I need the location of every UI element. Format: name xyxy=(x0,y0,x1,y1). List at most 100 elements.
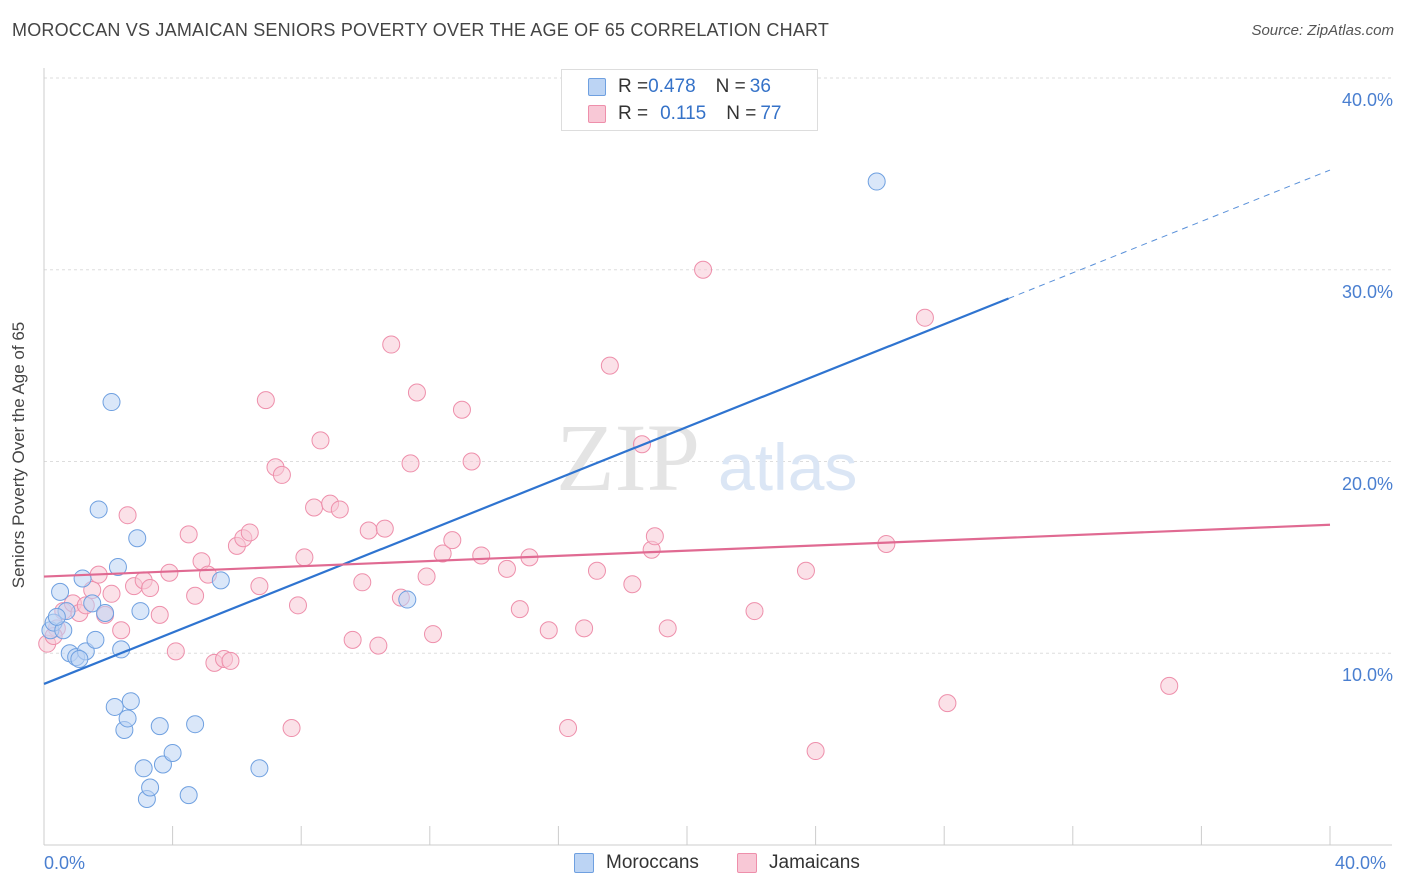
point-jamaicans xyxy=(375,519,394,538)
point-jamaicans xyxy=(497,559,516,578)
point-moroccans xyxy=(128,529,147,548)
point-jamaicans xyxy=(330,500,349,519)
point-moroccans xyxy=(89,500,108,519)
point-jamaicans xyxy=(401,454,420,473)
point-moroccans xyxy=(153,755,172,774)
point-jamaicans xyxy=(305,498,324,517)
point-jamaicans xyxy=(452,400,471,419)
point-jamaicans xyxy=(179,525,198,544)
y-tick-label: 20.0% xyxy=(1341,473,1393,494)
point-jamaicans xyxy=(600,356,619,375)
watermark-atlas: atlas xyxy=(718,430,857,504)
point-moroccans xyxy=(121,692,140,711)
point-jamaicans xyxy=(295,548,314,567)
point-moroccans xyxy=(163,743,182,762)
chart-title: MOROCCAN VS JAMAICAN SENIORS POVERTY OVE… xyxy=(12,20,830,40)
point-jamaicans xyxy=(472,546,491,565)
point-jamaicans xyxy=(559,719,578,738)
point-moroccans xyxy=(83,594,102,613)
point-moroccans xyxy=(105,697,124,716)
x-tick-label-max: 40.0% xyxy=(1335,853,1387,873)
legend-item-jamaicans: Jamaicans xyxy=(737,852,860,874)
point-jamaicans xyxy=(369,636,388,655)
point-moroccans xyxy=(867,172,886,191)
point-moroccans xyxy=(73,569,92,588)
r-value-jamaicans: 0.115 xyxy=(660,103,707,124)
x-tick-label-min: 0.0% xyxy=(44,853,86,873)
point-jamaicans xyxy=(141,579,160,598)
point-moroccans xyxy=(134,759,153,778)
point-moroccans xyxy=(179,786,198,805)
point-jamaicans xyxy=(353,573,372,592)
point-jamaicans xyxy=(311,431,330,450)
point-jamaicans xyxy=(343,630,362,649)
legend-row-moroccans: R = 0.478 N = 36 xyxy=(588,75,771,99)
n-value-moroccans: 36 xyxy=(749,76,771,97)
y-tick-label: 30.0% xyxy=(1341,281,1393,302)
point-jamaicans xyxy=(443,531,462,550)
point-jamaicans xyxy=(623,575,642,594)
legend-swatch-jamaicans-bottom xyxy=(737,853,757,873)
legend-row-jamaicans: R = 0.115 N = 77 xyxy=(588,102,782,126)
point-jamaicans xyxy=(382,335,401,354)
point-moroccans xyxy=(96,603,115,622)
point-jamaicans xyxy=(433,544,452,563)
point-moroccans xyxy=(86,630,105,649)
n-value-jamaicans: 77 xyxy=(760,103,782,124)
point-moroccans xyxy=(102,393,121,412)
watermark-zip: ZIP xyxy=(556,404,700,511)
point-moroccans xyxy=(186,715,205,734)
point-jamaicans xyxy=(915,308,934,327)
point-jamaicans xyxy=(658,619,677,638)
point-jamaicans xyxy=(424,625,443,644)
point-jamaicans xyxy=(806,742,825,761)
point-moroccans xyxy=(211,571,230,590)
point-moroccans xyxy=(70,650,89,669)
point-moroccans xyxy=(51,582,70,601)
point-moroccans xyxy=(47,607,66,626)
point-jamaicans xyxy=(575,619,594,638)
trend-extension-moroccans xyxy=(1008,169,1331,299)
point-jamaicans xyxy=(587,561,606,580)
point-jamaicans xyxy=(407,383,426,402)
point-moroccans xyxy=(118,709,137,728)
series-legend: Moroccans Jamaicans xyxy=(0,852,1406,878)
y-tick-label: 40.0% xyxy=(1341,90,1393,110)
point-jamaicans xyxy=(256,391,275,410)
point-jamaicans xyxy=(102,584,121,603)
point-jamaicans xyxy=(282,719,301,738)
r-value-moroccans: 0.478 xyxy=(648,76,696,97)
correlation-legend: R = 0.478 N = 36 R = 0.115 N = 77 xyxy=(561,69,818,131)
point-jamaicans xyxy=(288,596,307,615)
trend-lines xyxy=(43,169,1331,685)
point-jamaicans xyxy=(186,586,205,605)
point-jamaicans xyxy=(118,506,137,525)
point-jamaicans xyxy=(796,561,815,580)
watermark: ZIP atlas xyxy=(556,404,857,511)
point-moroccans xyxy=(398,590,417,609)
point-jamaicans xyxy=(221,651,240,670)
trend-line-jamaicans xyxy=(43,523,1331,578)
y-tick-label: 10.0% xyxy=(1341,665,1393,686)
point-jamaicans xyxy=(539,621,558,640)
legend-swatch-moroccans xyxy=(588,78,606,96)
source-label: Source: ZipAtlas.com xyxy=(1251,22,1394,39)
point-jamaicans xyxy=(510,600,529,619)
point-jamaicans xyxy=(250,577,269,596)
point-jamaicans xyxy=(645,527,664,546)
point-moroccans xyxy=(250,759,269,778)
point-jamaicans xyxy=(166,642,185,661)
point-jamaicans xyxy=(745,602,764,621)
point-jamaicans xyxy=(150,605,169,624)
legend-swatch-jamaicans xyxy=(588,105,606,123)
legend-swatch-moroccans-bottom xyxy=(574,853,594,873)
point-jamaicans xyxy=(359,521,378,540)
point-jamaicans xyxy=(462,452,481,471)
point-moroccans xyxy=(141,778,160,797)
point-moroccans xyxy=(108,557,127,576)
point-moroccans xyxy=(150,717,169,736)
point-moroccans xyxy=(131,602,150,621)
point-jamaicans xyxy=(417,567,436,586)
point-jamaicans xyxy=(240,523,259,542)
